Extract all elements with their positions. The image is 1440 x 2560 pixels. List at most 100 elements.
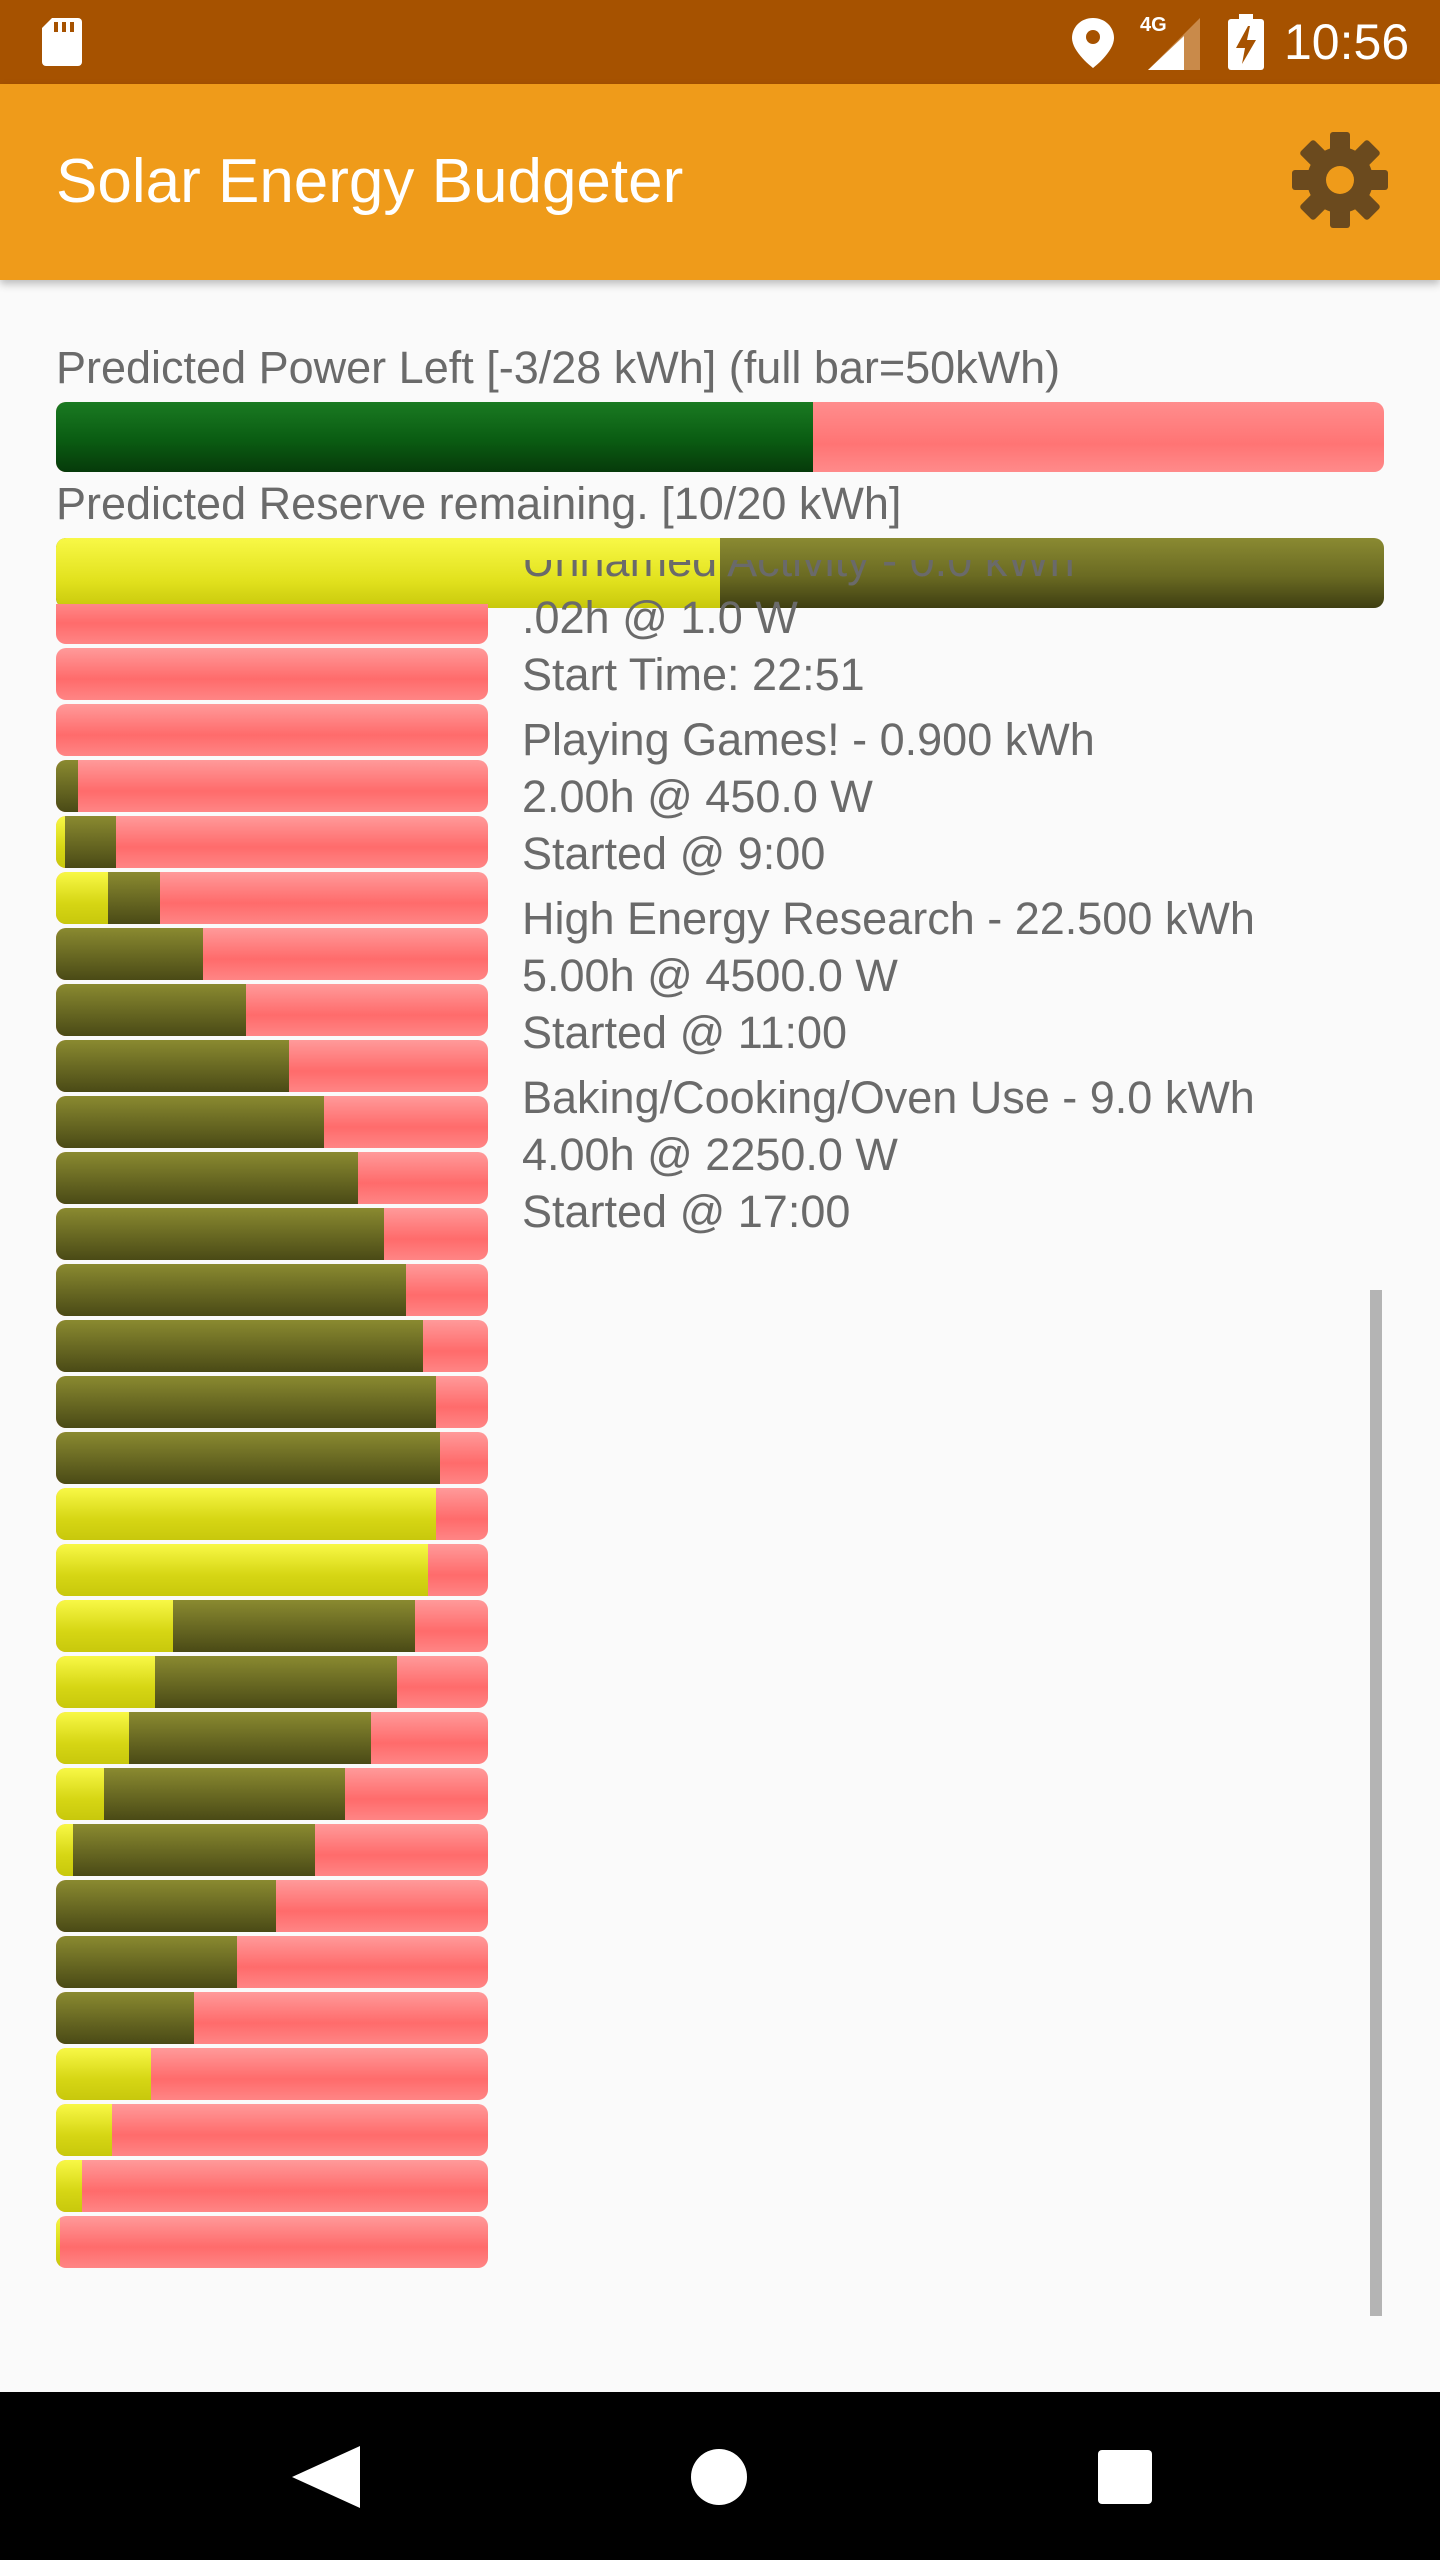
hour-bar	[56, 760, 488, 812]
gear-icon[interactable]	[1290, 130, 1390, 230]
usage-segment	[56, 1936, 238, 1988]
clock: 10:56	[1284, 14, 1410, 70]
hour-bar	[56, 1824, 488, 1876]
power-left-label: Predicted Power Left [-3/28 kWh] (full b…	[56, 342, 1061, 393]
scrollbar[interactable]	[1370, 1290, 1382, 2316]
recents-icon[interactable]	[1080, 2432, 1170, 2522]
activity-start-time: Started @ 11:00	[522, 1007, 848, 1058]
activity-duration: 4.00h @ 2250.0 W	[522, 1129, 898, 1180]
usage-segment	[56, 928, 203, 980]
location-icon	[1072, 18, 1114, 68]
usage-segment	[56, 1320, 424, 1372]
usage-segment	[56, 1432, 441, 1484]
hour-bar	[56, 984, 488, 1036]
hour-bar	[56, 816, 488, 868]
usage-segment	[103, 1768, 346, 1820]
solar-segment	[56, 2048, 152, 2100]
reserve-fill	[56, 538, 720, 608]
solar-segment	[56, 1768, 104, 1820]
app-title: Solar Energy Budgeter	[56, 147, 684, 216]
hour-bar	[56, 1544, 488, 1596]
hour-bar	[56, 1040, 488, 1092]
activity-duration: 5.00h @ 4500.0 W	[522, 950, 898, 1001]
hour-bar	[56, 2104, 488, 2156]
app-bar: Solar Energy Budgeter	[0, 84, 1440, 280]
hour-bar	[56, 1992, 488, 2044]
activity-start-time: Started @ 9:00	[522, 828, 826, 879]
activity-name: Baking/Cooking/Oven Use - 9.0 kWh	[522, 1072, 1255, 1123]
solar-segment	[56, 1600, 173, 1652]
navigation-bar	[0, 2392, 1440, 2560]
solar-segment	[56, 872, 108, 924]
usage-segment	[56, 1040, 290, 1092]
activity-duration: 2.00h @ 450.0 W	[522, 771, 873, 822]
power-left-fill	[56, 402, 813, 472]
activity-name: Unnamed Activity - 0.0 kWh	[522, 560, 1075, 586]
usage-segment	[56, 1264, 406, 1316]
hour-bar	[56, 1936, 488, 1988]
usage-segment	[56, 760, 78, 812]
reserve-label: Predicted Reserve remaining. [10/20 kWh]	[56, 478, 902, 529]
hour-bar	[56, 1320, 488, 1372]
usage-segment	[155, 1656, 398, 1708]
usage-segment	[56, 1376, 437, 1428]
hour-bar	[56, 1432, 488, 1484]
hour-bar	[56, 1488, 488, 1540]
hour-bar	[56, 1600, 488, 1652]
hour-bar	[56, 1376, 488, 1428]
activity-start-time: Start Time: 22:51	[522, 649, 865, 700]
activity-item[interactable]: High Energy Research - 22.500 kWh 5.00h @…	[522, 890, 1362, 1061]
activity-item[interactable]: Baking/Cooking/Oven Use - 9.0 kWh 4.00h @…	[522, 1069, 1362, 1240]
reserve-bar	[56, 538, 1384, 608]
back-icon[interactable]	[282, 2432, 368, 2522]
battery-charging-icon	[1228, 14, 1264, 70]
hour-bar	[56, 1096, 488, 1148]
hour-bar	[56, 1264, 488, 1316]
usage-segment	[172, 1600, 415, 1652]
power-left-bar	[56, 402, 1384, 472]
hourly-energy-chart[interactable]	[56, 604, 488, 2304]
hour-bar	[56, 1712, 488, 1764]
solar-segment	[56, 816, 65, 868]
hour-bar	[56, 928, 488, 980]
usage-segment	[56, 1880, 277, 1932]
solar-segment	[56, 2216, 61, 2268]
hour-bar	[56, 1656, 488, 1708]
hour-bar	[56, 2048, 488, 2100]
usage-segment	[64, 816, 117, 868]
solar-segment	[56, 1656, 156, 1708]
hour-bar	[56, 2160, 488, 2212]
activity-list[interactable]: Unnamed Activity - 0.0 kWh .02h @ 1.0 W S…	[522, 560, 1362, 1280]
hour-bar	[56, 1208, 488, 1260]
activity-start-time: Started @ 17:00	[522, 1186, 851, 1237]
hour-bar	[56, 704, 488, 756]
usage-segment	[56, 1208, 385, 1260]
usage-segment	[56, 984, 247, 1036]
usage-segment	[107, 872, 160, 924]
home-icon[interactable]	[664, 2432, 774, 2522]
network-type-label: 4G	[1140, 14, 1167, 36]
activity-name: High Energy Research - 22.500 kWh	[522, 893, 1255, 944]
sd-card-icon	[42, 18, 82, 66]
hour-bar	[56, 872, 488, 924]
hour-bar	[56, 1880, 488, 1932]
status-bar: 4G 10:56	[0, 0, 1440, 84]
solar-segment	[56, 1488, 437, 1540]
hour-bar	[56, 1768, 488, 1820]
solar-segment	[56, 2160, 82, 2212]
usage-segment	[56, 1992, 195, 2044]
activity-item[interactable]: Unnamed Activity - 0.0 kWh .02h @ 1.0 W S…	[522, 560, 1362, 703]
hour-bar	[56, 1152, 488, 1204]
hour-bar	[56, 648, 488, 700]
activity-item[interactable]: Playing Games! - 0.900 kWh 2.00h @ 450.0 …	[522, 711, 1362, 882]
hour-bar	[56, 604, 488, 644]
activity-duration: .02h @ 1.0 W	[522, 592, 798, 643]
usage-segment	[73, 1824, 316, 1876]
activity-name: Playing Games! - 0.900 kWh	[522, 714, 1095, 765]
solar-segment	[56, 1544, 428, 1596]
hour-bar	[56, 2216, 488, 2268]
usage-segment	[129, 1712, 372, 1764]
solar-segment	[56, 1824, 74, 1876]
signal-icon: 4G	[1140, 14, 1200, 70]
usage-segment	[56, 1096, 324, 1148]
